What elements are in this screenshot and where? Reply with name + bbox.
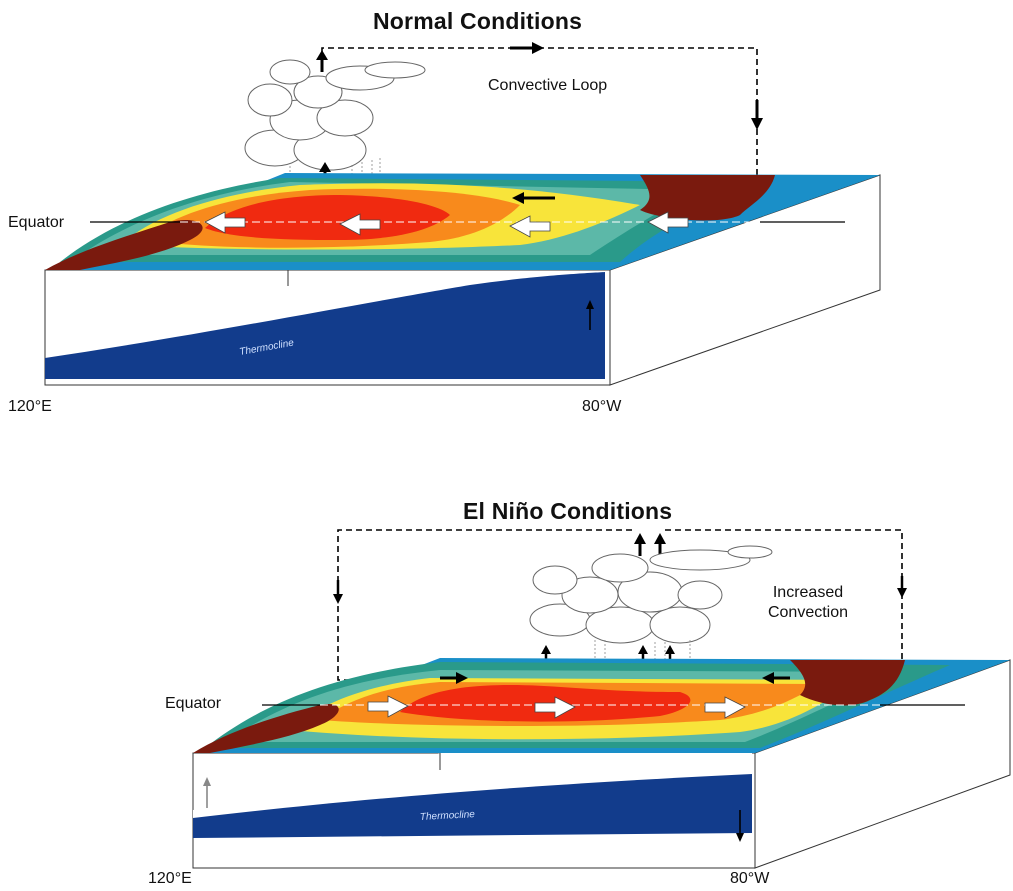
increased-convection-label: Increased Convection (733, 583, 883, 623)
eastward-current-arrow-icon (534, 696, 576, 719)
land-east-normal (640, 175, 775, 221)
loop-arrow-up-icon (316, 50, 328, 72)
increased-convection-line2: Convection (767, 604, 849, 621)
lon-east-label-elnino: 80°W (730, 870, 770, 887)
rising-air-double-arrow-icon (634, 533, 666, 556)
downwelling-arrow-icon (736, 810, 744, 842)
increased-convection-line1: Increased (772, 584, 844, 601)
surface-flow-arrow-right-icon (440, 672, 468, 684)
upwelling-arrow-icon (203, 777, 211, 808)
normal-diagram: Thermocline (44, 42, 881, 386)
land-west-elnino (193, 704, 339, 753)
surface-flow-arrow-icon (512, 192, 555, 204)
deep-ocean-layer-elnino-fill (193, 774, 752, 838)
trade-wind-arrow-icon (647, 211, 689, 234)
land-east-elnino (790, 660, 905, 706)
lon-east-label-normal: 80°W (582, 398, 622, 415)
convection-cloud-icon (529, 545, 773, 644)
deep-ocean-layer-elnino (193, 753, 752, 818)
surface-flow-arrow-left-icon (762, 672, 790, 684)
lon-west-label-elnino: 120°E (148, 870, 192, 887)
land-west-normal (45, 220, 203, 270)
elnino-conditions-panel: El Niño Conditions Increased Convection … (0, 480, 1013, 891)
trade-wind-arrow-icon (204, 211, 246, 234)
eastward-current-arrow-icon (704, 696, 746, 719)
rain-lines (594, 640, 691, 660)
elnino-diagram: Thermocline (192, 529, 1011, 869)
loop-arrow-down-icon (751, 100, 763, 130)
thermocline-text-elnino: Thermocline (420, 809, 476, 823)
normal-conditions-panel: Normal Conditions Convective Loop Equato… (0, 0, 1013, 440)
lon-west-label-normal: 120°E (8, 398, 52, 415)
sst-red-core-normal (205, 195, 450, 240)
convective-loop-label: Convective Loop (488, 77, 608, 94)
convection-cloud-icon (244, 59, 426, 171)
deep-ocean-layer-normal (45, 272, 605, 378)
equator-label-normal: Equator (8, 214, 65, 231)
eastward-current-arrow-icon (367, 695, 409, 718)
upwelling-arrow-icon (586, 300, 594, 330)
equator-label-elnino: Equator (165, 695, 222, 712)
loop-arrow-right-icon (510, 42, 544, 54)
loop-arrow-down-west-icon (333, 580, 343, 604)
box-right-face (609, 174, 881, 386)
trade-wind-arrow-icon (509, 215, 551, 238)
trade-wind-arrow-icon (339, 213, 381, 236)
loop-arrow-down-east-icon (897, 576, 907, 598)
normal-title: Normal Conditions (373, 8, 583, 34)
elnino-title: El Niño Conditions (463, 498, 673, 524)
